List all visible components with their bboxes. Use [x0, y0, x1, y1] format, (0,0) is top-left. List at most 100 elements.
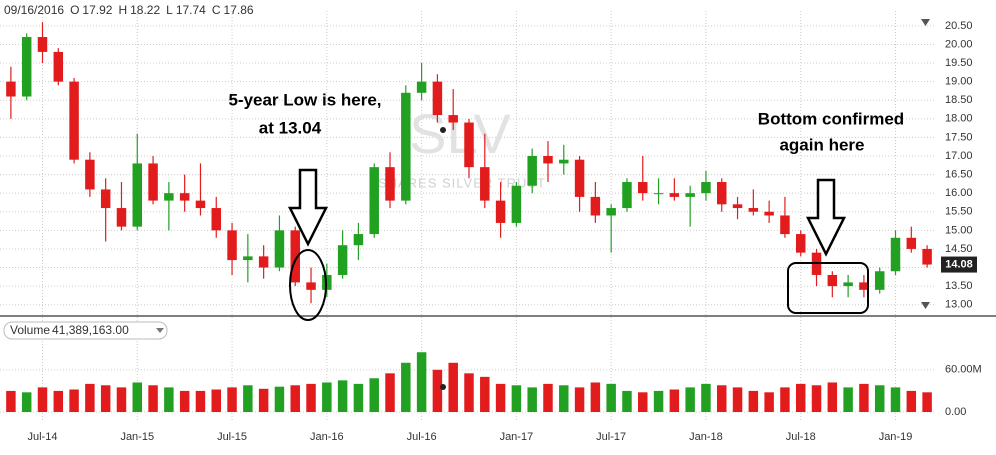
y-tick-label: 14.50: [945, 243, 973, 255]
candle-body: [85, 159, 95, 190]
x-tick-label: Jan-19: [879, 431, 913, 443]
scroll-down[interactable]: [921, 302, 930, 309]
ohlc-label: L: [166, 3, 173, 17]
volume-bar: [21, 392, 32, 412]
volume-bar: [211, 389, 221, 412]
x-tick-label: Jan-16: [310, 431, 344, 443]
volume-bar: [827, 382, 838, 412]
volume-bar: [906, 390, 917, 412]
y-tick-label: 20.50: [945, 20, 973, 32]
candle-body: [748, 208, 759, 212]
scroll-up[interactable]: [921, 19, 930, 26]
volume-bar: [369, 378, 379, 412]
volume-bar: [685, 387, 695, 412]
candle-body: [6, 81, 16, 97]
candle-body: [511, 185, 522, 223]
ohlc-value: 17.92: [82, 3, 112, 17]
dropdown-caret[interactable]: [156, 328, 164, 333]
y-tick-label: 15.00: [945, 224, 973, 236]
highlight-ellipse: [289, 249, 327, 321]
annotation: Bottom confirmed: [758, 109, 904, 128]
y-tick-label: 13.50: [945, 280, 973, 292]
volume-bar: [653, 390, 664, 412]
highlight-box: [787, 262, 869, 314]
candle-body: [638, 182, 648, 194]
watermark-symbol: SLV: [409, 102, 511, 165]
volume-bar: [274, 386, 285, 412]
candle-body: [195, 200, 206, 209]
annotation: again here: [779, 135, 864, 154]
last-price-label: 14.08: [945, 258, 973, 270]
ohlc-label: O: [70, 3, 79, 17]
candle-body: [780, 215, 790, 235]
candle-body: [132, 163, 143, 227]
candle-body: [243, 256, 253, 261]
candle-body: [764, 211, 774, 216]
watermark-name: iSHARES SILVER TRUST: [374, 175, 546, 190]
volume-bar: [100, 385, 111, 412]
candle-body: [590, 196, 601, 216]
candle-body: [116, 208, 127, 227]
candle-body: [622, 182, 632, 209]
candle-body: [685, 193, 695, 197]
volume-bar: [85, 383, 95, 412]
candle-body: [100, 189, 111, 209]
volume-name: Volume: [10, 323, 50, 337]
volume-bar: [511, 385, 522, 412]
candle-body: [669, 193, 680, 197]
candle-body: [290, 230, 300, 283]
volume-bar: [495, 383, 506, 412]
volume-bar: [574, 387, 585, 412]
candle-body: [480, 167, 490, 201]
candle-body: [53, 51, 64, 82]
y-tick-label: 18.00: [945, 113, 973, 125]
candle-body: [21, 37, 32, 97]
y-tick-label: 19.00: [945, 76, 973, 88]
y-tick-label: 19.50: [945, 57, 973, 69]
candle-body: [258, 256, 269, 268]
volume-bar: [290, 385, 300, 412]
volume-bar: [227, 387, 237, 412]
x-tick-label: Jan-17: [500, 431, 534, 443]
volume-bar: [116, 387, 127, 412]
volume-bar: [764, 392, 774, 412]
y-tick-label: 18.50: [945, 94, 973, 106]
volume-label-box[interactable]: [3, 321, 168, 340]
volume-bar: [622, 390, 632, 412]
candle-body: [37, 37, 48, 52]
volume-bar: [859, 383, 869, 412]
volume-bar: [243, 385, 253, 412]
volume-bar: [638, 392, 648, 412]
candle-body: [543, 155, 553, 164]
volume-bar: [606, 383, 616, 412]
candle-body: [464, 122, 474, 168]
volume-bar: [559, 385, 569, 412]
volume-bar: [890, 387, 901, 412]
volume-bar: [306, 383, 316, 412]
candle-body: [843, 282, 853, 287]
volume-bar: [843, 387, 853, 412]
volume-bar: [401, 362, 411, 412]
candle-body: [922, 248, 932, 265]
candle-body: [874, 271, 885, 290]
candle-body: [369, 167, 379, 235]
y-tick-label: 16.50: [945, 168, 973, 180]
y-tick-label: 15.50: [945, 206, 973, 218]
volume-bar: [385, 373, 395, 412]
x-tick-label: Jan-15: [120, 431, 154, 443]
volume-bar: [590, 382, 601, 412]
candle-body: [827, 274, 838, 287]
candle-body: [164, 193, 174, 201]
annotation: 5-year Low is here,: [228, 90, 381, 109]
annotation: at 13.04: [259, 118, 322, 137]
candle-body: [559, 159, 569, 164]
volume-bar: [874, 385, 885, 412]
volume-bar: [353, 383, 364, 412]
candle-body: [859, 282, 869, 290]
volume-bar: [464, 373, 474, 412]
volume-bar: [701, 383, 711, 412]
candle-body: [179, 193, 190, 201]
candle-body: [448, 115, 458, 123]
candle-body: [795, 234, 806, 253]
